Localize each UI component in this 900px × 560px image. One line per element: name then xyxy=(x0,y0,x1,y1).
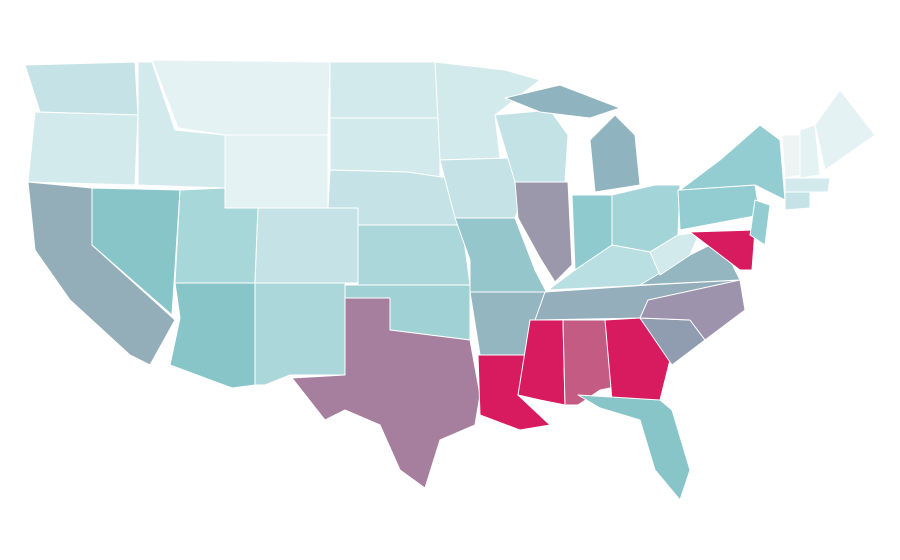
state-region xyxy=(91,187,181,316)
state-region xyxy=(224,134,329,209)
state-region xyxy=(27,111,139,186)
state-region xyxy=(357,224,471,286)
state-region xyxy=(254,282,346,386)
state-region xyxy=(329,117,441,179)
state-region xyxy=(577,394,691,501)
state-region xyxy=(504,84,621,119)
state-region xyxy=(649,231,701,276)
state-region xyxy=(151,59,331,136)
state-region xyxy=(517,319,566,406)
state-region xyxy=(781,134,801,179)
state-region xyxy=(689,229,756,271)
state-region xyxy=(677,184,761,231)
state-region xyxy=(589,114,641,193)
state-region xyxy=(784,177,831,193)
state-region xyxy=(291,297,481,489)
state-region xyxy=(169,282,256,389)
state-region xyxy=(514,181,573,283)
state-region xyxy=(24,61,139,116)
state-region xyxy=(814,89,876,171)
state-region xyxy=(749,199,771,246)
state-region xyxy=(679,124,786,201)
state-region xyxy=(799,124,821,179)
state-region xyxy=(784,191,811,211)
state-region xyxy=(254,207,359,284)
state-region xyxy=(329,61,441,119)
